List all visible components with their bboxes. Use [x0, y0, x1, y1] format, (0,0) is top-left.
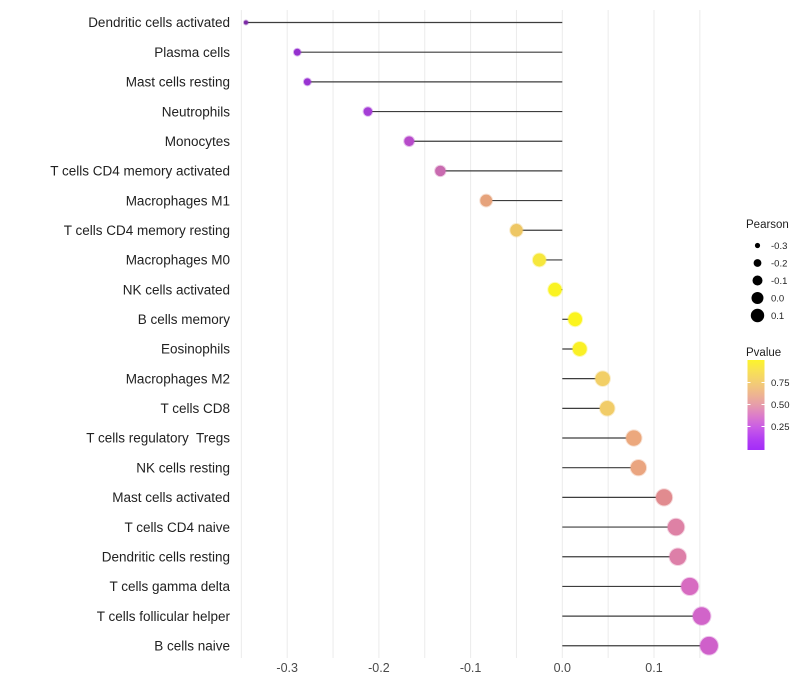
size-legend-label: 0.1	[771, 311, 784, 322]
size-legend-dot	[754, 242, 761, 249]
gradient-tick-right	[761, 404, 765, 405]
lollipop-dot	[625, 429, 643, 447]
y-axis-label: T cells follicular helper	[97, 609, 231, 624]
lollipop-dot	[547, 281, 563, 298]
x-axis-tick-label: -0.1	[460, 661, 482, 675]
y-axis-label: Eosinophils	[161, 342, 230, 357]
y-axis-label: T cells gamma delta	[109, 579, 230, 594]
lollipop-dot	[691, 606, 712, 626]
lollipop-dot	[680, 576, 700, 597]
color-legend-label: 0.25	[771, 422, 790, 433]
size-legend-label: 0.0	[771, 293, 784, 304]
y-axis-label: Mast cells resting	[126, 75, 230, 90]
lollipop-dot	[302, 77, 312, 87]
x-axis-tick-label: -0.3	[276, 661, 298, 675]
y-axis-label: Neutrophils	[162, 104, 231, 119]
y-axis-label: Monocytes	[165, 134, 231, 149]
y-axis-label: T cells CD8	[160, 401, 230, 416]
y-axis-label: Plasma cells	[154, 45, 230, 60]
color-legend-label: 0.75	[771, 378, 790, 389]
lollipop-dot	[434, 164, 447, 178]
gradient-tick-left	[747, 404, 751, 405]
y-axis-label: Macrophages M0	[126, 253, 230, 268]
size-legend-label: -0.3	[771, 241, 787, 252]
size-legend-dot	[753, 259, 762, 267]
lollipop-dot	[654, 488, 674, 507]
x-axis-tick-label: -0.2	[368, 661, 390, 675]
lollipop-dot	[594, 370, 611, 387]
lollipop-dot	[362, 106, 374, 117]
lollipop-dot	[531, 252, 547, 268]
size-legend-dot	[750, 308, 765, 323]
y-axis-label: Macrophages M2	[126, 371, 230, 386]
y-axis-label: Mast cells activated	[112, 490, 230, 505]
lollipop-dot	[567, 311, 584, 328]
pvalue-gradient-bar	[747, 360, 765, 450]
lollipop-dot	[403, 135, 416, 148]
lollipop-dot	[292, 47, 302, 57]
y-axis-label: T cells CD4 naive	[124, 520, 230, 535]
y-axis-label: B cells memory	[138, 312, 231, 327]
gradient-tick-left	[747, 382, 751, 383]
y-axis-label: NK cells activated	[123, 282, 230, 297]
size-legend-label: -0.1	[771, 276, 787, 287]
size-legend-dot	[751, 292, 764, 304]
y-axis-label: T cells CD4 memory resting	[64, 223, 230, 238]
x-axis-tick-label: 0.1	[645, 661, 662, 675]
y-axis-label: Dendritic cells activated	[88, 15, 230, 30]
lollipop-dot	[571, 340, 588, 357]
gradient-tick-right	[761, 382, 765, 383]
size-legend-label: -0.2	[771, 258, 787, 269]
gradient-tick-right	[761, 426, 765, 427]
x-axis-tick-label: 0.0	[554, 661, 571, 675]
lollipop-dot	[666, 517, 686, 537]
y-axis-label: Macrophages M1	[126, 193, 230, 208]
y-axis-label: T cells regulatory Tregs	[86, 431, 230, 446]
color-legend-label: 0.50	[771, 400, 790, 411]
lollipop-dot	[479, 193, 494, 208]
size-legend-title: Pearson	[746, 219, 789, 231]
color-legend-title: Pvalue	[746, 347, 781, 359]
lollipop-dot	[598, 400, 616, 417]
y-axis-label: T cells CD4 memory activated	[50, 164, 230, 179]
lollipop-dot	[242, 19, 249, 26]
y-axis-label: NK cells resting	[136, 460, 230, 475]
gradient-tick-left	[747, 426, 751, 427]
size-legend-dot	[752, 275, 763, 286]
y-axis-label: Dendritic cells resting	[102, 549, 230, 564]
lollipop-dot	[668, 547, 688, 567]
y-axis-label: B cells naive	[154, 639, 230, 654]
lollipop-dot	[509, 223, 524, 238]
lollipop-dot	[629, 459, 648, 477]
lollipop-dot	[699, 635, 719, 656]
